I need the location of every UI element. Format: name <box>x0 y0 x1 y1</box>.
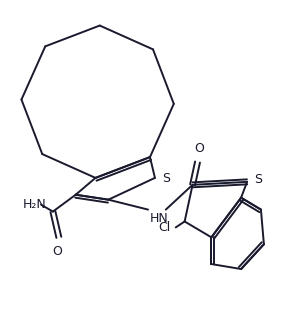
Text: O: O <box>195 142 204 155</box>
Text: Cl: Cl <box>158 221 170 234</box>
Text: H₂N: H₂N <box>23 198 47 211</box>
Text: HN: HN <box>150 211 169 224</box>
Text: O: O <box>52 245 62 258</box>
Text: S: S <box>162 172 170 185</box>
Text: S: S <box>254 173 262 186</box>
